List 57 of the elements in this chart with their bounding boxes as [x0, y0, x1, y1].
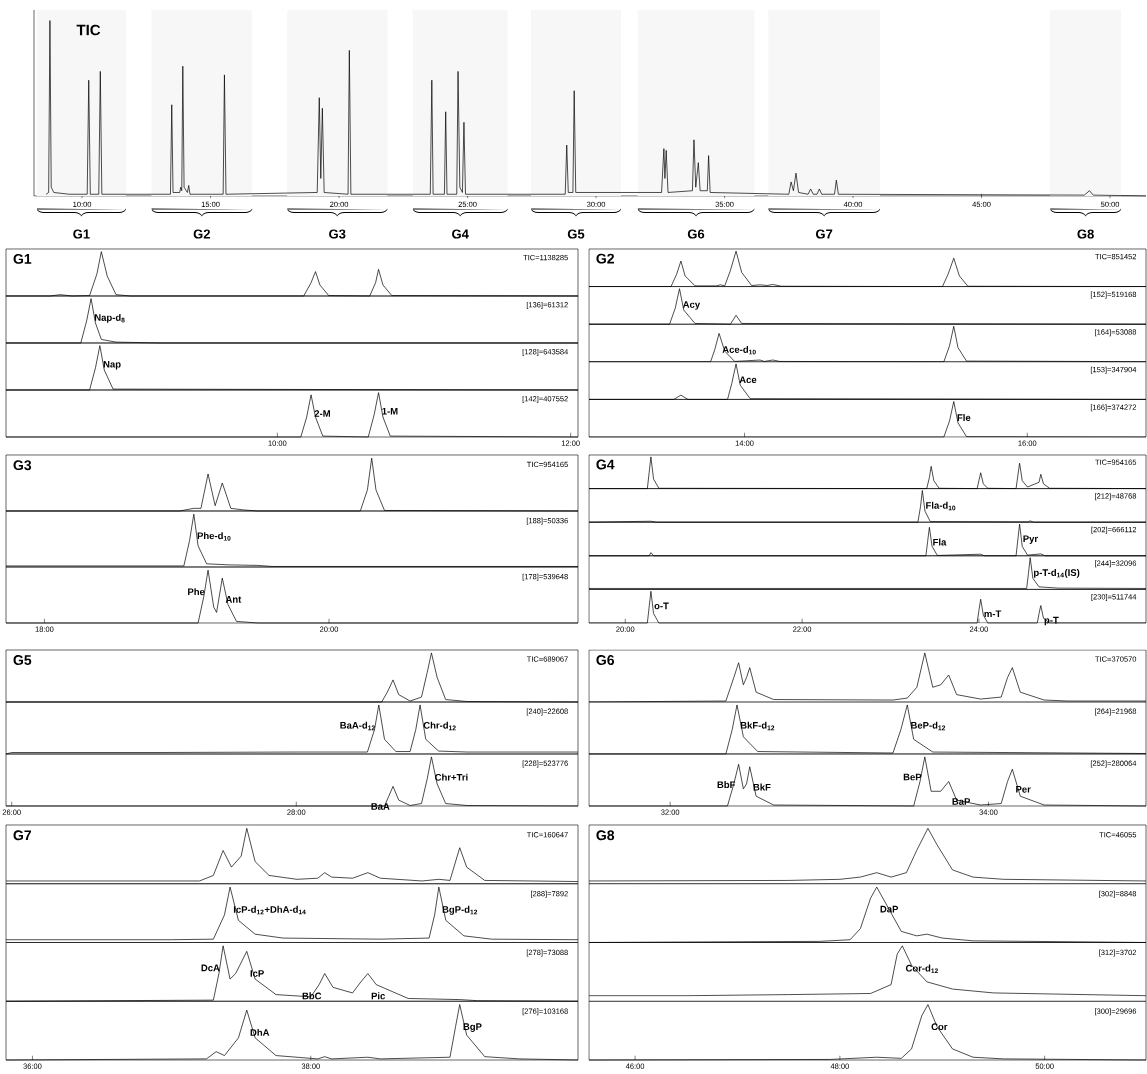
annotation: BgP-d$_{12}$ [442, 905, 478, 915]
annotation: Ant [225, 596, 242, 603]
annotation: Cor-d$_{12}$ [905, 964, 938, 974]
annotation: BaA-d$_{12}$ [340, 721, 375, 731]
annotation: 2-M [314, 410, 330, 417]
chart-title: G5 [13, 655, 32, 665]
band-label: G2 [193, 229, 210, 239]
annotation: IcP [250, 970, 264, 977]
band-label: G8 [1077, 229, 1094, 239]
annotation: Fla [933, 538, 947, 546]
band-label: G6 [687, 229, 705, 239]
annotation: Pyr [1023, 535, 1038, 544]
annotation: Ace [739, 376, 757, 384]
annotation: o-T [654, 602, 669, 610]
annotation: IcP-d$_{12}$+DhA-d$_{14}$ [233, 905, 306, 915]
annotation: BeP [903, 773, 922, 781]
annotation: Fle [957, 414, 971, 421]
chart-title: G2 [596, 253, 615, 264]
annotation: Chr+Tri [435, 773, 468, 781]
annotation: p-T-d$_{14}$(IS) [1034, 569, 1080, 578]
chart-title: G6 [596, 655, 615, 665]
chart-title: G7 [13, 830, 32, 841]
annotation: Cor [931, 1023, 948, 1031]
annotation: Nap [103, 360, 121, 370]
annotation: Per [1016, 786, 1031, 793]
annotation: m-T [984, 610, 1002, 618]
annotation: BaA [371, 803, 390, 810]
annotation: BkF-d$_{12}$ [740, 721, 775, 731]
annotation: Phe [188, 588, 205, 596]
chart-title: G4 [596, 459, 615, 470]
annotation: p-T [1044, 616, 1059, 626]
annotation: BbF [717, 781, 736, 789]
annotation: Nap-d$_{8}$ [94, 313, 125, 323]
annotation: BkF [753, 783, 771, 791]
chart-title: TIC [76, 24, 101, 36]
annotation: Chr-d$_{12}$ [423, 721, 456, 731]
annotation: 1-M [382, 407, 398, 415]
annotation: DhA [250, 1028, 270, 1036]
annotation: DaP [880, 905, 899, 913]
annotation: BbC [302, 992, 322, 1000]
annotation: Phe-d$_{10}$ [197, 532, 231, 541]
annotation: DcA [201, 964, 220, 972]
annotation: Fla-d$_{10}$ [926, 501, 956, 511]
annotation: Acy [682, 301, 701, 310]
annotation: BgP [463, 1023, 482, 1032]
chart-title: G8 [596, 830, 615, 841]
band-label: G7 [815, 229, 833, 239]
annotation: BaP [952, 798, 971, 805]
annotation: Pic [371, 992, 386, 1000]
annotation: BeP-d$_{12}$ [911, 721, 946, 731]
band-label: G3 [329, 229, 346, 239]
band-label: G4 [452, 229, 469, 239]
band-label: G1 [73, 229, 90, 239]
chart-title: G3 [13, 460, 32, 471]
band-label: G5 [567, 229, 585, 239]
chart-title: G1 [13, 253, 32, 264]
annotation: Ace-d$_{10}$ [722, 345, 756, 355]
